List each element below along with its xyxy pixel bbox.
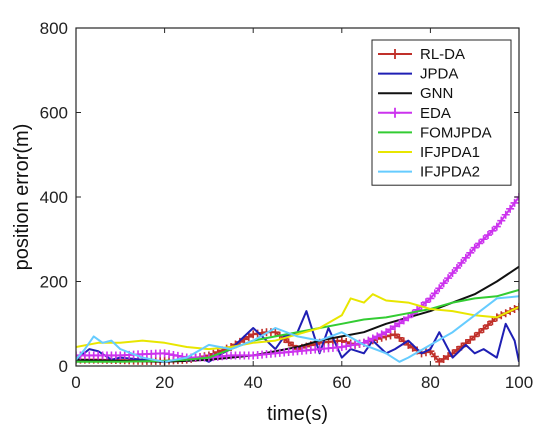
marker-rl-da xyxy=(390,330,399,339)
x-tick-label: 80 xyxy=(421,373,440,392)
marker-eda xyxy=(386,325,395,334)
marker-eda xyxy=(169,351,178,360)
y-tick-label: 400 xyxy=(40,188,68,207)
x-tick-label: 20 xyxy=(155,373,174,392)
y-tick-label: 200 xyxy=(40,273,68,292)
x-tick-label: 40 xyxy=(244,373,263,392)
legend-item-rl-da: RL-DA xyxy=(378,46,465,63)
marker-eda xyxy=(342,342,351,351)
marker-rl-da xyxy=(430,352,439,361)
legend-label: FOMJPDA xyxy=(420,124,492,141)
marker-rl-da xyxy=(488,317,497,326)
marker-rl-da xyxy=(439,354,448,363)
legend-label: JPDA xyxy=(420,66,458,83)
y-axis-label: position error(m) xyxy=(11,124,33,271)
marker-rl-da xyxy=(244,332,253,341)
legend-item-jpda: JPDA xyxy=(378,66,458,83)
marker-eda xyxy=(404,313,413,322)
marker-rl-da xyxy=(466,335,475,344)
marker-rl-da xyxy=(435,357,444,366)
legend-marker xyxy=(390,49,400,59)
marker-eda xyxy=(475,239,484,248)
marker-eda xyxy=(448,269,457,278)
marker-eda xyxy=(160,349,169,358)
marker-eda xyxy=(421,298,430,307)
marker-rl-da xyxy=(284,338,293,347)
y-tick-label: 800 xyxy=(40,19,68,38)
marker-eda xyxy=(351,340,360,349)
axes: 0 20 40 60 80 100 0 200 400 600 800 xyxy=(40,19,534,392)
marker-rl-da xyxy=(483,321,492,330)
marker-eda xyxy=(395,319,404,328)
legend-marker xyxy=(390,107,400,118)
series-line-ifjpda2 xyxy=(76,295,519,363)
legend-item-ifjpda2: IFJPDA2 xyxy=(378,164,480,181)
marker-rl-da xyxy=(271,328,280,337)
marker-eda xyxy=(466,248,475,257)
marker-eda xyxy=(444,274,453,283)
x-tick-label: 60 xyxy=(332,373,351,392)
marker-eda xyxy=(430,289,439,298)
marker-eda xyxy=(457,258,466,267)
x-tick-label: 0 xyxy=(71,373,80,392)
series-eda xyxy=(76,193,519,362)
legend-label: EDA xyxy=(420,105,451,122)
marker-eda xyxy=(364,336,373,345)
marker-eda xyxy=(346,341,355,350)
y-tick-label: 0 xyxy=(59,357,68,376)
marker-eda xyxy=(452,263,461,272)
legend-item-fomjpda: FOMJPDA xyxy=(378,124,492,141)
series-layer xyxy=(76,193,519,366)
legend-label: IFJPDA1 xyxy=(420,144,480,161)
marker-eda xyxy=(479,235,488,244)
marker-eda xyxy=(368,334,377,343)
marker-rl-da xyxy=(395,333,404,342)
series-ifjpda2 xyxy=(76,295,519,363)
marker-eda xyxy=(506,204,515,213)
legend-label: IFJPDA2 xyxy=(420,164,480,181)
marker-rl-da xyxy=(515,302,519,311)
marker-eda xyxy=(470,243,479,252)
marker-eda xyxy=(497,216,506,225)
marker-rl-da xyxy=(470,332,479,341)
marker-eda xyxy=(165,350,174,359)
marker-eda xyxy=(435,284,444,293)
marker-eda xyxy=(382,328,391,337)
marker-eda xyxy=(483,231,492,240)
x-tick-label: 100 xyxy=(505,373,533,392)
legend-item-ifjpda1: IFJPDA1 xyxy=(378,144,480,161)
marker-eda xyxy=(501,210,510,219)
y-tick-label: 600 xyxy=(40,104,68,123)
series-ifjpda1 xyxy=(76,293,519,351)
marker-eda xyxy=(337,342,346,351)
legend: RL-DA JPDA GNN EDA FOMJPDA IFJPDA1 IFJPDA2 xyxy=(371,39,512,186)
marker-eda xyxy=(488,226,497,235)
marker-eda xyxy=(492,222,501,231)
marker-eda xyxy=(439,279,448,288)
x-axis-label: time(s) xyxy=(267,403,328,425)
marker-eda xyxy=(373,332,382,341)
marker-rl-da xyxy=(404,340,413,349)
legend-item-gnn: GNN xyxy=(378,85,453,102)
marker-eda xyxy=(390,322,399,331)
marker-rl-da xyxy=(475,328,484,337)
marker-eda xyxy=(399,316,408,325)
legend-item-eda: EDA xyxy=(378,105,451,122)
marker-eda xyxy=(461,253,470,262)
marker-rl-da xyxy=(479,324,488,333)
legend-label: GNN xyxy=(420,85,453,102)
marker-eda xyxy=(426,294,435,303)
marker-eda xyxy=(510,198,519,207)
series-line-ifjpda1 xyxy=(76,293,519,351)
marker-eda xyxy=(377,330,386,339)
legend-label: RL-DA xyxy=(420,46,465,63)
